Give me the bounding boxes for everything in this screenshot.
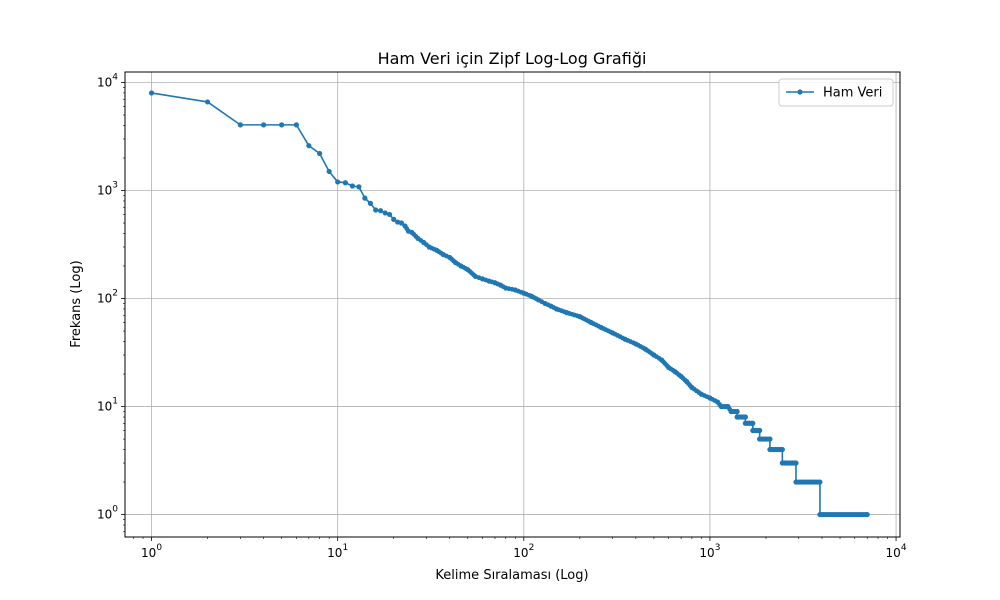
data-point [607, 329, 613, 335]
data-point [431, 246, 437, 252]
data-point [495, 281, 501, 287]
y-tick-label: 104 [97, 72, 118, 89]
data-point [237, 122, 243, 128]
data-point [561, 309, 567, 315]
data-point [696, 390, 702, 395]
data-point [444, 253, 449, 259]
data-point [306, 143, 312, 149]
data-point [373, 207, 379, 213]
legend-box [778, 78, 894, 107]
data-point [656, 355, 662, 361]
data-point [815, 479, 821, 485]
data-point [712, 398, 718, 404]
data-point [664, 363, 670, 368]
data-point [438, 250, 444, 256]
y-axis-label: Frekans (Log) [69, 260, 84, 347]
data-point [620, 335, 625, 341]
y-tick-label: 100 [97, 505, 118, 522]
data-point [483, 277, 489, 283]
data-point [382, 210, 388, 216]
data-point [518, 289, 524, 295]
data-point [704, 394, 710, 400]
data-point [630, 340, 636, 346]
data-point [293, 122, 299, 128]
y-tick-label: 102 [97, 289, 118, 306]
series-marker-layer [148, 90, 870, 518]
y-tick-label: 101 [97, 397, 118, 414]
data-point [391, 216, 397, 222]
data-point [476, 275, 482, 281]
y-tick-label: 103 [97, 180, 118, 197]
data-point [756, 427, 762, 434]
data-point [687, 383, 693, 388]
data-point [335, 179, 341, 185]
data-point [148, 90, 155, 96]
data-point [545, 302, 551, 308]
data-point [500, 284, 506, 289]
x-tick-label: 101 [327, 543, 348, 560]
data-point [471, 272, 476, 278]
chart-title: Ham Veri için Zipf Log-Log Grafiği [378, 49, 647, 68]
data-point [551, 305, 557, 310]
data-point [539, 299, 545, 305]
x-tick-label: 103 [699, 543, 720, 560]
data-point [463, 266, 468, 271]
data-point [767, 436, 773, 442]
data-point [413, 233, 419, 239]
data-point [640, 345, 646, 351]
data-point [779, 446, 785, 453]
data-point [742, 414, 748, 420]
data-point [676, 372, 682, 378]
data-point [204, 99, 211, 105]
data-point [377, 208, 384, 214]
data-point [533, 296, 539, 302]
data-point [727, 406, 732, 412]
data-point [367, 200, 374, 206]
legend: Ham Veri [778, 78, 894, 107]
series-line-layer [151, 92, 868, 516]
data-point [386, 211, 393, 218]
data-point [342, 180, 348, 186]
data-point [489, 279, 495, 285]
data-point [596, 323, 601, 329]
data-point [574, 313, 580, 319]
data-point [404, 226, 410, 231]
data-point [451, 258, 457, 264]
data-point [455, 261, 461, 267]
x-tick-label: 102 [513, 543, 534, 560]
data-point [670, 367, 676, 373]
data-point [509, 286, 515, 292]
data-point [732, 408, 738, 415]
x-tick-label: 100 [141, 543, 162, 560]
data-point [649, 351, 655, 356]
data-point [398, 220, 405, 226]
axis-ticks: 100 101 102 103 104 100 101 102 103 104 [97, 72, 907, 560]
x-tick-label: 104 [886, 543, 907, 560]
data-point [356, 184, 362, 190]
data-point [326, 168, 332, 175]
series-line [151, 92, 868, 516]
data-point [317, 150, 323, 157]
data-point [682, 377, 688, 383]
data-point [526, 292, 532, 298]
legend-marker-sample [797, 89, 803, 95]
data-point [279, 122, 285, 128]
x-axis-label: Kelime Sıralaması (Log) [435, 568, 588, 583]
data-point [586, 318, 592, 324]
data-point [349, 183, 356, 189]
data-point [791, 460, 797, 466]
grid-lines [125, 72, 900, 537]
data-point [424, 242, 429, 248]
data-point [261, 122, 267, 128]
data-point [717, 401, 722, 407]
data-point [748, 420, 754, 426]
plot-area-frame [124, 71, 901, 538]
data-point [418, 238, 424, 243]
data-point [863, 511, 869, 518]
data-point [362, 195, 368, 201]
legend-label: Ham Veri [823, 86, 882, 101]
